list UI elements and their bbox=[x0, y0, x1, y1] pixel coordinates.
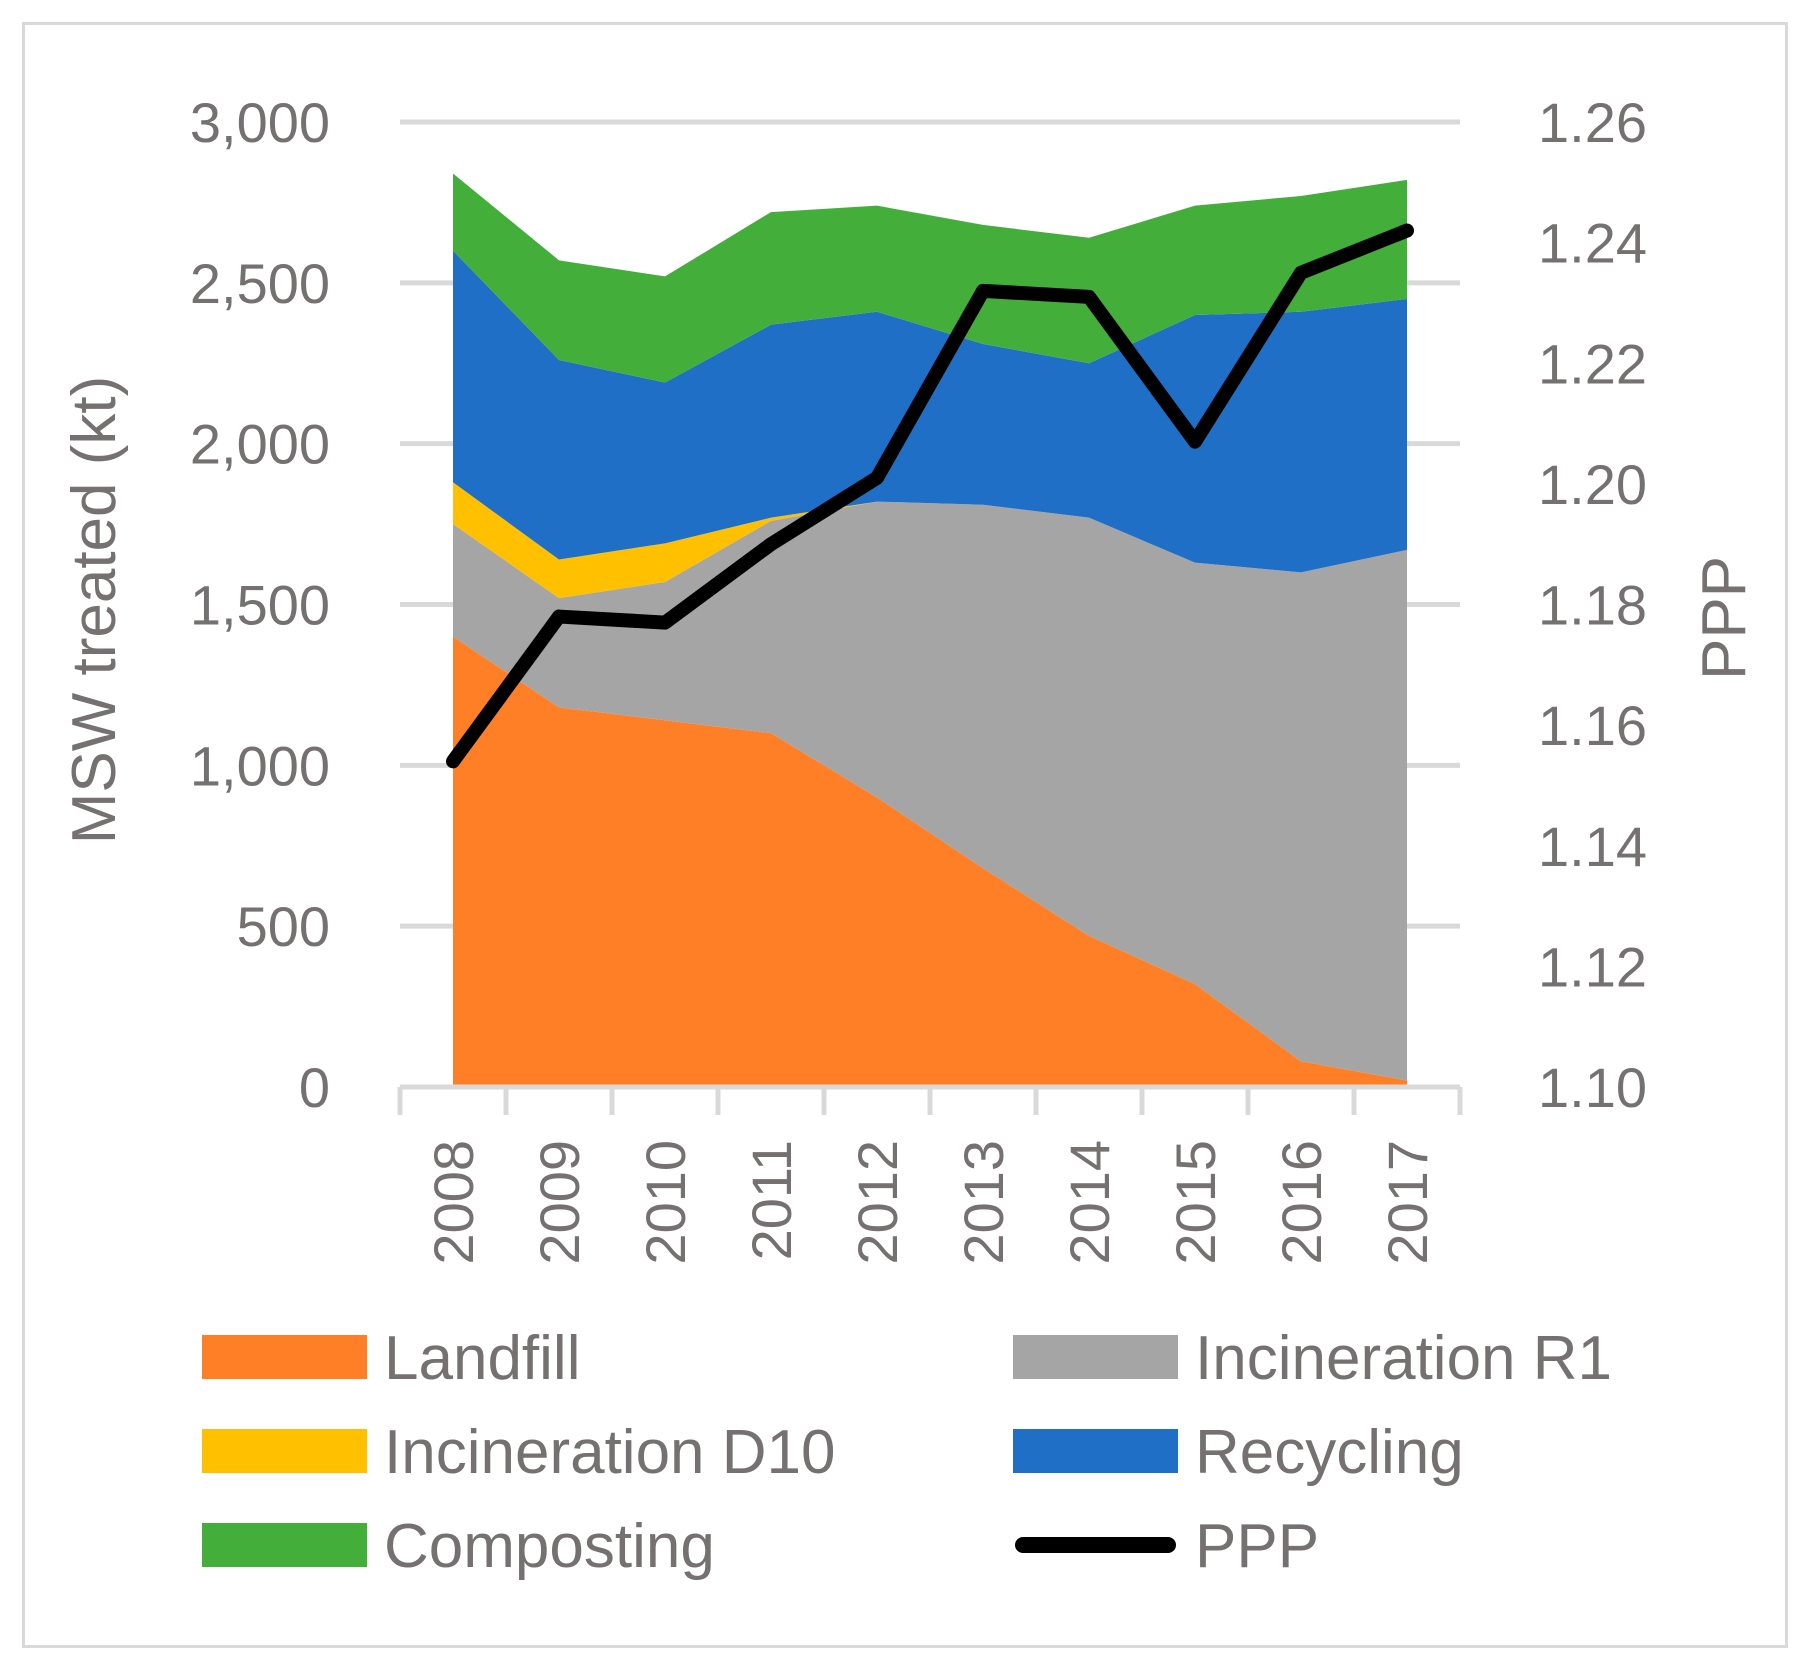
y-tick-label-right: 1.18 bbox=[1538, 574, 1647, 637]
ppp-point bbox=[558, 615, 560, 618]
ppp-point bbox=[1406, 229, 1408, 232]
ppp-point bbox=[1300, 271, 1302, 274]
y-axis-left: 0 500 1,000 1,500 2,000 2,500 3,000 bbox=[190, 91, 330, 1119]
y-tick-label-left: 2,500 bbox=[190, 252, 330, 315]
area-incineration-r1 bbox=[453, 501, 1407, 1081]
ppp-point bbox=[982, 289, 984, 292]
area-composting bbox=[453, 173, 1407, 383]
legend-label: PPP bbox=[1195, 1512, 1319, 1581]
y-tick-label-right: 1.16 bbox=[1538, 694, 1647, 757]
legend-swatch bbox=[202, 1335, 367, 1379]
ppp-point bbox=[1194, 440, 1196, 443]
y-tick-label-right: 1.14 bbox=[1538, 815, 1647, 878]
y-tick-label-left: 1,500 bbox=[190, 574, 330, 637]
y-tick-label-right: 1.12 bbox=[1538, 935, 1647, 998]
y-axis-title-right: PPP bbox=[1690, 556, 1759, 680]
legend-swatch bbox=[1013, 1429, 1178, 1473]
x-tick-label: 2016 bbox=[1270, 1140, 1333, 1265]
legend-swatch bbox=[202, 1523, 367, 1567]
y-tick-label-left: 1,000 bbox=[190, 734, 330, 797]
y-tick-label-left: 0 bbox=[299, 1056, 330, 1119]
x-tick-label: 2015 bbox=[1164, 1140, 1227, 1265]
legend-label: Composting bbox=[384, 1512, 715, 1581]
legend-swatch bbox=[1013, 1335, 1178, 1379]
ppp-line-layer bbox=[446, 223, 1414, 769]
y-tick-label-right: 1.26 bbox=[1538, 91, 1647, 154]
legend-label: Landfill bbox=[384, 1324, 580, 1393]
y-tick-label-left: 500 bbox=[237, 895, 330, 958]
legend-label: Incineration D10 bbox=[384, 1418, 836, 1487]
y-tick-label-right: 1.24 bbox=[1538, 212, 1647, 275]
ppp-point bbox=[876, 476, 878, 479]
y-tick-label-right: 1.10 bbox=[1538, 1056, 1647, 1119]
y-axis-right: 1.10 1.12 1.14 1.16 1.18 1.20 1.22 1.24 1.26 bbox=[1538, 91, 1647, 1119]
y-tick-label-left: 3,000 bbox=[190, 91, 330, 154]
legend-swatch bbox=[202, 1429, 367, 1473]
x-axis bbox=[397, 1084, 1463, 1115]
legend-label: Incineration R1 bbox=[1195, 1324, 1612, 1393]
ppp-point bbox=[1088, 295, 1090, 298]
ppp-line bbox=[446, 223, 1414, 769]
x-tick-label: 2013 bbox=[952, 1140, 1015, 1265]
y-tick-label-right: 1.22 bbox=[1538, 332, 1647, 395]
ppp-point bbox=[664, 621, 666, 624]
x-tick-labels: 2008 2009 2010 2011 2012 2013 2014 2015 2016 2017 bbox=[422, 1140, 1439, 1265]
y-tick-label-right: 1.20 bbox=[1538, 453, 1647, 516]
x-tick-label: 2014 bbox=[1058, 1140, 1121, 1265]
area-recycling bbox=[453, 250, 1407, 573]
ppp-point bbox=[770, 543, 772, 546]
stacked-areas bbox=[453, 173, 1407, 1087]
x-tick-label: 2008 bbox=[422, 1140, 485, 1265]
ppp-point bbox=[452, 760, 454, 763]
legend: Landfill Incineration R1 Incineration D10 R… bbox=[202, 1324, 1612, 1581]
x-tick-label: 2009 bbox=[528, 1140, 591, 1265]
area-landfill bbox=[453, 636, 1407, 1087]
x-tick-label: 2011 bbox=[740, 1140, 803, 1260]
x-tick-label: 2017 bbox=[1376, 1140, 1439, 1265]
y-axis-title-left: MSW treated (kt) bbox=[60, 376, 129, 845]
x-tick-label: 2010 bbox=[634, 1140, 697, 1265]
area-incineration-d10 bbox=[453, 482, 1407, 599]
y-tick-label-left: 2,000 bbox=[190, 413, 330, 476]
legend-label: Recycling bbox=[1195, 1418, 1464, 1487]
x-tick-label: 2012 bbox=[846, 1140, 909, 1265]
